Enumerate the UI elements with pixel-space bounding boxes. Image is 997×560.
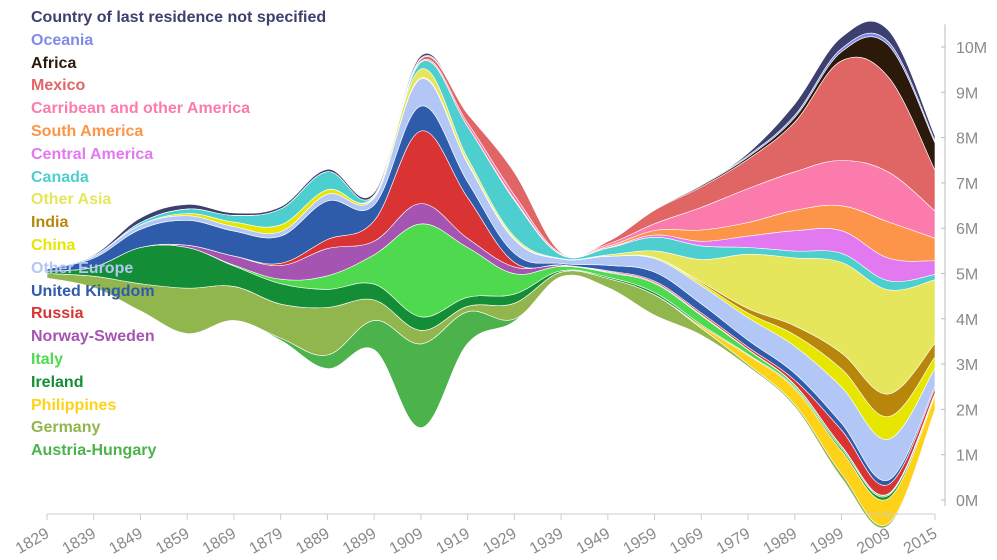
x-tick-label: 1839 (60, 525, 99, 558)
legend-item-central-america[interactable]: Central America (31, 145, 154, 163)
y-tick-label: 4M (956, 312, 978, 329)
legend-item-norway-sweden[interactable]: Norway-Sweden (31, 328, 155, 346)
y-tick-label: 1M (956, 448, 978, 465)
x-axis: 1829 1839 1849 1859 1869 1879 1889 1899 1909 1919… (13, 513, 940, 558)
x-tick-label: 1979 (714, 525, 753, 558)
x-tick-label: 1939 (527, 525, 566, 558)
stream-country-of-last-residence-not-specified[interactable] (46, 20, 936, 270)
x-tick-label: 1969 (667, 525, 706, 558)
x-tick-label: 1919 (434, 525, 473, 558)
legend-item-china[interactable]: China (31, 236, 76, 254)
x-tick-label: 1869 (200, 525, 239, 558)
legend-item-mexico[interactable]: Mexico (31, 77, 86, 95)
x-tick-label: 1829 (13, 525, 52, 558)
x-tick-label: 1889 (293, 525, 332, 558)
y-tick-label: 7M (956, 176, 978, 193)
y-tick-label: 8M (956, 131, 978, 148)
x-tick-label: 2009 (854, 525, 893, 558)
legend-item-germany[interactable]: Germany (31, 419, 101, 437)
y-tick-label: 9M (956, 85, 978, 102)
stream-layers (46, 20, 936, 529)
y-tick-label: 10M (956, 40, 987, 57)
legend-item-india[interactable]: India (31, 214, 69, 232)
legend: Country of last residence not specified O… (31, 7, 326, 463)
legend-item-austria-hungary[interactable]: Austria-Hungary (31, 442, 157, 460)
legend-item-philippines[interactable]: Philippines (31, 396, 117, 414)
legend-item-italy[interactable]: Italy (31, 350, 64, 368)
x-tick-label: 1959 (620, 525, 659, 558)
x-tick-label: 1999 (807, 525, 846, 558)
y-tick-label: 0M (956, 493, 978, 510)
legend-item-south-america[interactable]: South America (31, 122, 144, 140)
x-tick-label: 2015 (901, 525, 940, 558)
legend-item-canada[interactable]: Canada (31, 168, 89, 186)
legend-item-other-asia[interactable]: Other Asia (31, 191, 112, 209)
x-tick-label: 1929 (480, 525, 519, 558)
legend-item-africa[interactable]: Africa (31, 54, 77, 72)
y-axis: 0M 1M 2M 3M 4M 5M 6M 7M 8M 9M 10M (941, 24, 987, 510)
legend-item-carribean-and-other-america[interactable]: Carribean and other America (31, 100, 251, 118)
legend-item-other-europe[interactable]: Other Europe (31, 259, 134, 277)
x-tick-label: 1879 (247, 525, 286, 558)
x-tick-label: 1989 (761, 525, 800, 558)
legend-item-oceania[interactable]: Oceania (31, 31, 94, 49)
legend-item-ireland[interactable]: Ireland (31, 373, 84, 391)
x-tick-label: 1859 (153, 525, 192, 558)
x-tick-label: 1849 (106, 525, 145, 558)
y-tick-label: 5M (956, 267, 978, 284)
legend-item-united-kingdom[interactable]: United Kingdom (31, 282, 155, 300)
x-tick-label: 1899 (340, 525, 379, 558)
y-tick-label: 2M (956, 402, 978, 419)
y-tick-label: 3M (956, 357, 978, 374)
x-tick-label: 1909 (387, 525, 426, 558)
legend-item-country-of-last-residence-not-specified[interactable]: Country of last residence not specified (31, 9, 327, 26)
y-tick-label: 6M (956, 221, 978, 238)
x-tick-label: 1949 (574, 525, 613, 558)
legend-item-russia[interactable]: Russia (31, 305, 84, 323)
